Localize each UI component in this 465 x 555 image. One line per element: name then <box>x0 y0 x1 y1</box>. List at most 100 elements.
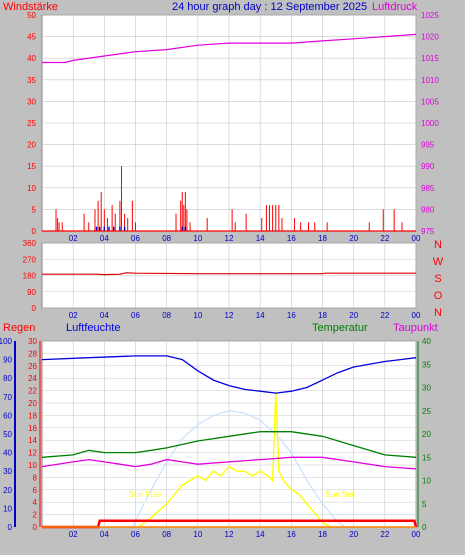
pressure-tick-label: 1005 <box>421 97 439 106</box>
pressure-tick-label: 1010 <box>421 76 439 85</box>
pressure-tick-label: 990 <box>421 162 435 171</box>
rain-axis-title: Regen <box>3 322 35 334</box>
wind-tick-label: 0 <box>32 227 37 236</box>
x-tick-label: 02 <box>69 530 78 539</box>
temperature-tick-label: 5 <box>422 500 427 509</box>
humidity-line <box>41 355 417 394</box>
pressure-tick-label: 985 <box>421 184 435 193</box>
humidity-axis-title: Luftfeuchte <box>66 322 120 334</box>
direction-tick-label: 90 <box>27 288 36 297</box>
rain-tick-label: 22 <box>28 387 37 396</box>
chart-title: 24 hour graph day : 12 September 2025 <box>172 1 367 13</box>
rain-tick-label: 28 <box>28 349 37 358</box>
pressure-tick-label: 1015 <box>421 54 439 63</box>
x-tick-label: 22 <box>380 530 389 539</box>
wind-tick-label: 10 <box>27 184 36 193</box>
x-tick-label: 12 <box>225 311 234 320</box>
x-tick-label: 22 <box>380 234 389 243</box>
temperature-line <box>41 431 417 458</box>
rain-tick-label: 18 <box>28 411 37 420</box>
x-tick-label: 10 <box>193 530 202 539</box>
x-tick-label: 18 <box>318 530 327 539</box>
humidity-tick-label: 20 <box>3 486 12 495</box>
compass-label: S <box>434 273 441 285</box>
x-tick-label: 12 <box>225 234 234 243</box>
direction-tick-label: 360 <box>23 239 37 248</box>
pressure-tick-label: 1020 <box>421 33 439 42</box>
wind-tick-label: 35 <box>27 76 36 85</box>
rain-tick-label: 8 <box>33 473 38 482</box>
sunrise-label: Sun Rise <box>129 490 162 499</box>
rain-tick-label: 14 <box>28 436 37 445</box>
rain-tick-label: 26 <box>28 362 37 371</box>
x-tick-label: 04 <box>100 530 109 539</box>
x-tick-label: 04 <box>100 234 109 243</box>
rain-tick-label: 24 <box>28 374 37 383</box>
x-tick-label: 00 <box>412 234 421 243</box>
compass-label: N <box>434 307 442 319</box>
rain-tick-label: 6 <box>33 486 38 495</box>
wind-tick-label: 50 <box>27 11 36 20</box>
compass-label: W <box>433 256 444 268</box>
pressure-tick-label: 980 <box>421 205 435 214</box>
rain-tick-label: 20 <box>28 399 37 408</box>
compass-label: N <box>434 239 442 251</box>
x-tick-label: 06 <box>131 234 140 243</box>
solar-clear-sky-curve <box>131 410 347 528</box>
x-tick-label: 02 <box>69 311 78 320</box>
temperature-tick-label: 0 <box>422 523 427 532</box>
temperature-tick-label: 10 <box>422 477 431 486</box>
x-tick-label: 10 <box>193 234 202 243</box>
humidity-tick-label: 80 <box>3 374 12 383</box>
x-tick-label: 16 <box>287 530 296 539</box>
temperature-tick-label: 15 <box>422 453 431 462</box>
temperature-tick-label: 35 <box>422 360 431 369</box>
humidity-tick-label: 40 <box>3 449 12 458</box>
dewpoint-axis-title: Taupunkt <box>393 322 438 334</box>
wind-tick-label: 40 <box>27 54 36 63</box>
temperature-tick-label: 25 <box>422 407 431 416</box>
x-tick-label: 20 <box>349 234 358 243</box>
x-tick-label: 14 <box>256 234 265 243</box>
x-tick-label: 00 <box>412 311 421 320</box>
humidity-tick-label: 60 <box>3 411 12 420</box>
wind-tick-label: 30 <box>27 97 36 106</box>
x-tick-label: 12 <box>225 530 234 539</box>
rain-tick-label: 4 <box>33 498 38 507</box>
compass-label: O <box>434 290 443 302</box>
humidity-tick-label: 100 <box>0 337 13 346</box>
x-tick-label: 16 <box>287 311 296 320</box>
sunset-label: Sun Set <box>325 490 354 499</box>
x-tick-label: 14 <box>256 311 265 320</box>
temperature-tick-label: 40 <box>422 337 431 346</box>
x-tick-label: 20 <box>349 311 358 320</box>
temperature-tick-label: 30 <box>422 384 431 393</box>
rain-tick-label: 30 <box>28 337 37 346</box>
humidity-tick-label: 10 <box>3 504 12 513</box>
wind-tick-label: 15 <box>27 162 36 171</box>
humidity-tick-label: 70 <box>3 393 12 402</box>
wind-axis-title: Windstärke <box>3 1 58 13</box>
x-tick-label: 22 <box>380 311 389 320</box>
rain-tick-label: 2 <box>33 511 38 520</box>
x-tick-label: 18 <box>318 234 327 243</box>
x-tick-label: 16 <box>287 234 296 243</box>
temperature-tick-label: 20 <box>422 430 431 439</box>
direction-tick-label: 270 <box>23 255 37 264</box>
x-tick-label: 14 <box>256 530 265 539</box>
pressure-line <box>42 33 417 64</box>
humidity-tick-label: 90 <box>3 356 12 365</box>
x-tick-label: 02 <box>69 234 78 243</box>
wind-tick-label: 20 <box>27 141 36 150</box>
humidity-tick-label: 0 <box>8 523 13 532</box>
temperature-axis-title: Temperatur <box>312 322 368 334</box>
solar-line <box>138 392 331 528</box>
rain-tick-label: 0 <box>33 523 38 532</box>
wind-tick-label: 45 <box>27 33 36 42</box>
pressure-tick-label: 1000 <box>421 119 439 128</box>
rain-tick-label: 10 <box>28 461 37 470</box>
x-tick-label: 08 <box>162 234 171 243</box>
x-tick-label: 06 <box>131 530 140 539</box>
wind-tick-label: 5 <box>32 205 37 214</box>
